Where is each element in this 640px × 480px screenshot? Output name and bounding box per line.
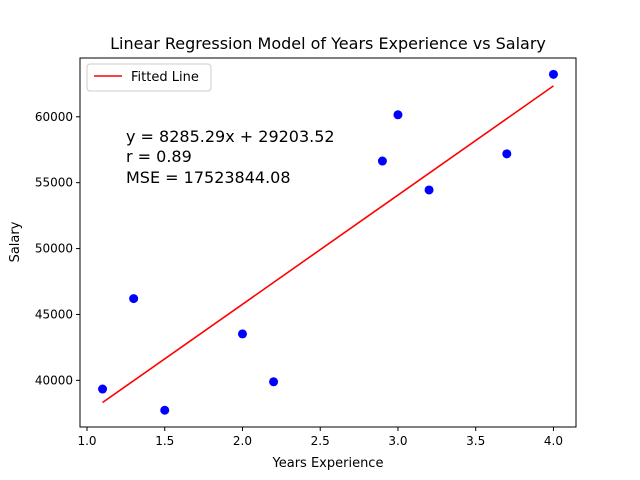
chart-title: Linear Regression Model of Years Experie… [110, 34, 546, 53]
legend-fitted-line-label: Fitted Line [131, 70, 199, 85]
plot-area-frame [79, 57, 577, 428]
x-axis: 1.0 1.5 2.0 2.5 3.0 3.5 4.0 [77, 427, 563, 448]
data-point [424, 185, 434, 195]
x-tick-label: 4.0 [544, 434, 563, 448]
x-tick-label: 2.5 [311, 434, 330, 448]
legend-box [86, 63, 212, 92]
legend: Fitted Line [86, 63, 212, 92]
correlation-annotation: r = 0.89 [126, 147, 192, 166]
x-tick-label: 3.0 [388, 434, 407, 448]
x-tick-label: 3.5 [466, 434, 485, 448]
y-tick-label: 50000 [35, 242, 73, 256]
data-point [160, 405, 170, 415]
data-point [98, 384, 108, 394]
y-tick-label: 60000 [35, 110, 73, 124]
y-tick-label: 45000 [35, 307, 73, 321]
equation-annotation: y = 8285.29x + 29203.52 [126, 127, 335, 146]
data-point [393, 110, 403, 120]
x-tick-label: 1.5 [155, 434, 174, 448]
y-axis: 40000 45000 50000 55000 60000 [35, 110, 80, 387]
y-axis-label: Salary [8, 221, 23, 262]
x-axis-label: Years Experience [272, 456, 384, 471]
data-marks [98, 69, 558, 415]
data-point [129, 294, 139, 304]
data-point [237, 329, 247, 339]
data-point [548, 69, 558, 79]
x-tick-label: 2.0 [233, 434, 252, 448]
mse-annotation: MSE = 17523844.08 [126, 168, 291, 187]
x-tick-label: 1.0 [77, 434, 96, 448]
data-point [502, 149, 512, 159]
y-tick-label: 40000 [35, 373, 73, 387]
data-point [377, 156, 387, 166]
fitted-line [102, 85, 554, 404]
y-tick-label: 55000 [35, 176, 73, 190]
data-point [269, 377, 279, 387]
